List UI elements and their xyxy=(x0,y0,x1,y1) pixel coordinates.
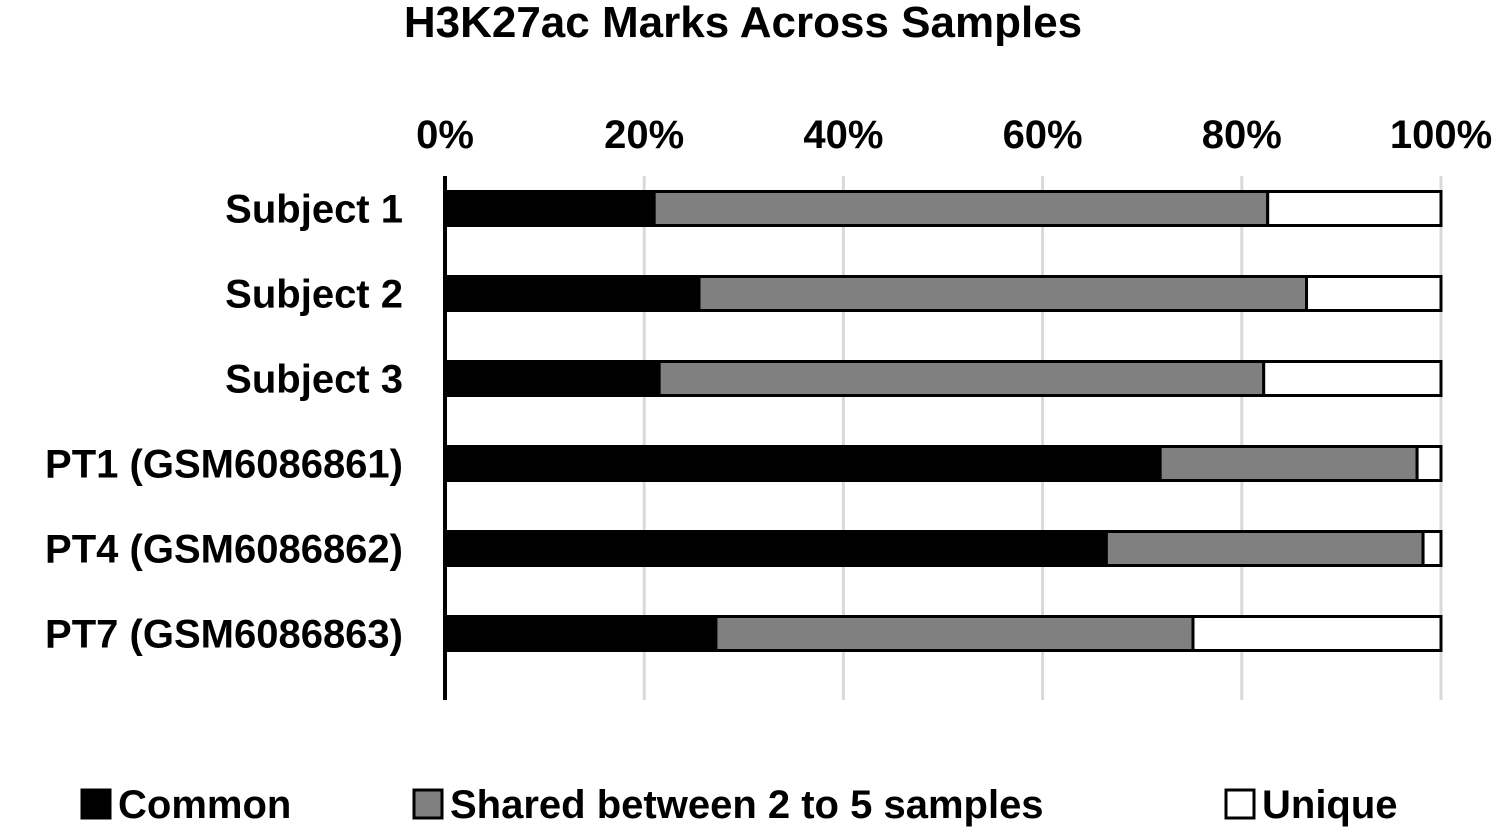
bar-unique-subject-1 xyxy=(1266,190,1443,227)
category-label: PT7 (GSM6086863) xyxy=(45,613,403,657)
bar-common-subject-1 xyxy=(443,190,656,227)
axes: 0% 20% 40% 60% 80% 100% xyxy=(416,113,1492,700)
bar-shared-between-2-to-5-samples-pt4-gsm6086862 xyxy=(1104,530,1425,567)
legend-label-shared-between-2-to-5-samples: Shared between 2 to 5 samples xyxy=(450,783,1044,827)
legend-swatch-common xyxy=(80,788,112,820)
category-label: PT4 (GSM6086862) xyxy=(45,528,403,572)
bar-unique-subject-3 xyxy=(1262,360,1443,397)
category-label: Subject 2 xyxy=(225,273,403,317)
legend-swatch-shared-between-2-to-5-samples xyxy=(412,788,444,820)
bar-unique-pt4-gsm6086862 xyxy=(1421,530,1443,567)
bar-shared-between-2-to-5-samples-subject-3 xyxy=(657,360,1266,397)
x-tick-label: 0% xyxy=(416,113,474,157)
gridlines xyxy=(642,176,1443,700)
x-tick-label: 80% xyxy=(1202,113,1282,157)
bar-common-pt4-gsm6086862 xyxy=(443,530,1108,567)
category-label: Subject 1 xyxy=(225,188,403,232)
category-label: Subject 3 xyxy=(225,358,403,402)
bar-unique-pt7-gsm6086863 xyxy=(1191,615,1443,652)
x-tick-label: 60% xyxy=(1003,113,1083,157)
category-label: PT1 (GSM6086861) xyxy=(45,443,403,487)
bar-shared-between-2-to-5-samples-subject-2 xyxy=(697,275,1309,312)
bar-unique-subject-2 xyxy=(1305,275,1443,312)
bars xyxy=(443,190,1443,652)
x-tick-label: 20% xyxy=(604,113,684,157)
bar-common-subject-2 xyxy=(443,275,701,312)
legend-swatch-unique xyxy=(1224,788,1256,820)
bar-common-pt7-gsm6086863 xyxy=(443,615,718,652)
legend: Common Shared between 2 to 5 samples Uniqu… xyxy=(80,783,1398,827)
bar-common-pt1-gsm6086861 xyxy=(443,445,1162,482)
bar-shared-between-2-to-5-samples-subject-1 xyxy=(652,190,1270,227)
chart-title: H3K27ac Marks Across Samples xyxy=(404,0,1082,47)
category-labels: Subject 1 Subject 2 Subject 3 PT1 (GSM60868… xyxy=(45,188,403,657)
bar-unique-pt1-gsm6086861 xyxy=(1415,445,1443,482)
bar-shared-between-2-to-5-samples-pt7-gsm6086863 xyxy=(714,615,1195,652)
bar-shared-between-2-to-5-samples-pt1-gsm6086861 xyxy=(1158,445,1419,482)
legend-label-unique: Unique xyxy=(1262,783,1398,827)
legend-label-common: Common xyxy=(118,783,291,827)
bar-common-subject-3 xyxy=(443,360,661,397)
x-tick-label: 40% xyxy=(803,113,883,157)
x-tick-label: 100% xyxy=(1390,113,1492,157)
